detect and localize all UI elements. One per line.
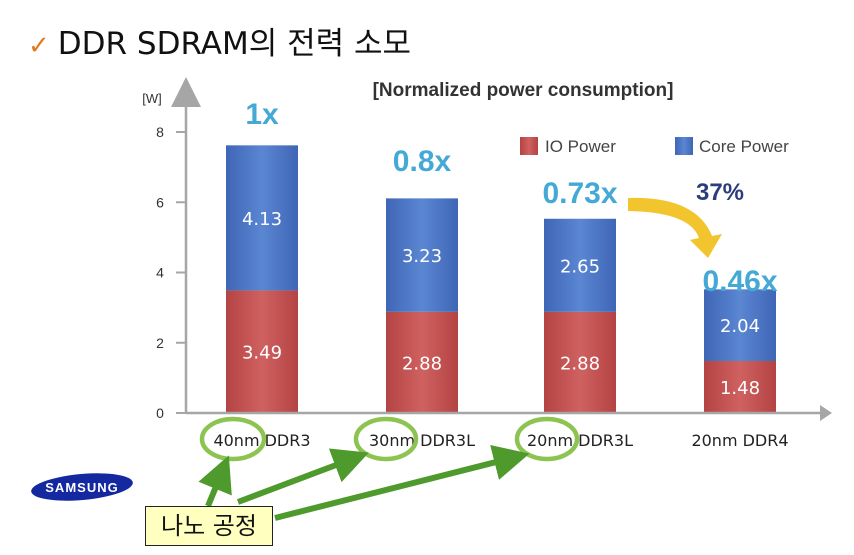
bar-io-power	[226, 290, 298, 413]
bar-io-power	[544, 311, 616, 413]
pointer-arrow-40nm	[198, 455, 232, 508]
slide-title-text: DDR SDRAM의 전력 소모	[57, 26, 412, 62]
pointer-arrow-30nm	[236, 448, 369, 505]
bar-io-power	[386, 311, 458, 413]
bar-core-power	[226, 145, 298, 291]
bar-core-power	[386, 198, 458, 312]
bar-core-power	[544, 218, 616, 312]
ratio-label: 1x	[245, 98, 279, 131]
bar-value-label-io: 2.88	[560, 353, 600, 374]
ratio-label: 0.73x	[542, 177, 617, 210]
callout-box: 나노 공정	[145, 506, 273, 546]
samsung-logo-text: SAMSUNG	[45, 480, 118, 495]
y-tick-label: 0	[156, 405, 164, 421]
checkmark-icon: ✓	[28, 31, 50, 61]
bar-value-label-core: 2.04	[720, 316, 760, 337]
legend-label-io: IO Power	[545, 137, 616, 156]
bar-core-power	[704, 289, 776, 362]
reduction-arrow	[628, 197, 722, 258]
pointer-arrow-20nm	[274, 444, 530, 521]
chart-title: [Normalized power consumption]	[373, 80, 674, 101]
y-tick-label: 8	[156, 124, 164, 140]
x-axis-arrowhead	[820, 405, 832, 421]
y-tick-label: 6	[156, 194, 164, 210]
reduction-annotation: 37%	[696, 179, 744, 206]
y-tick-label: 2	[156, 335, 164, 351]
bar-value-label-core: 4.13	[242, 209, 282, 230]
y-axis-label: [W]	[142, 91, 162, 106]
legend-label-core: Core Power	[699, 137, 789, 156]
bar-value-label-io: 2.88	[402, 353, 442, 374]
legend-swatch-io	[520, 137, 538, 155]
slide-title: ✓ DDR SDRAM의 전력 소모	[28, 18, 411, 63]
highlight-circle-30nm	[353, 416, 419, 462]
ratio-label: 0.46x	[702, 265, 777, 298]
ratio-label: 0.8x	[393, 145, 452, 178]
samsung-logo: SAMSUNG	[31, 473, 133, 501]
bar-value-label-core: 3.23	[402, 246, 442, 267]
bar-value-label-io: 1.48	[720, 378, 760, 399]
highlight-circle-20nm	[514, 416, 580, 462]
bar-value-label-core: 2.65	[560, 256, 600, 277]
y-tick-label: 4	[156, 265, 164, 281]
x-category-label: 30nm DDR3L	[369, 431, 475, 450]
x-category-label: 20nm DDR4	[691, 431, 788, 450]
legend-swatch-core	[675, 137, 693, 155]
highlight-circle-40nm	[199, 416, 267, 462]
x-category-label: 20nm DDR3L	[527, 431, 633, 450]
bar-value-label-io: 3.49	[242, 343, 282, 364]
bar-io-power	[704, 361, 776, 413]
